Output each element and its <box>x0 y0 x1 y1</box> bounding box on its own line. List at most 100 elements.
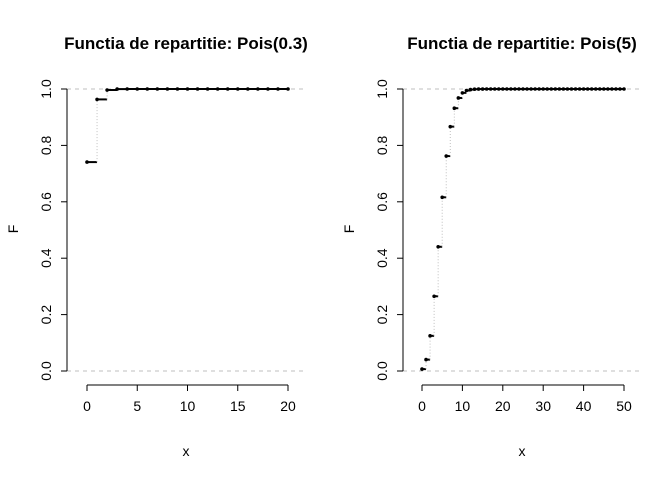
step-point <box>525 87 529 91</box>
chart-title: Functia de repartitie: Pois(5) <box>407 34 637 53</box>
step-point <box>553 87 558 91</box>
x-tick-label: 40 <box>576 398 592 414</box>
step-point <box>225 87 230 91</box>
step-point <box>488 87 493 91</box>
step-point <box>456 96 461 100</box>
step-point <box>505 87 509 91</box>
step-point <box>549 87 554 91</box>
y-axis-label: F <box>5 225 21 234</box>
step-point <box>420 367 424 371</box>
y-tick-label: 1.0 <box>38 79 54 99</box>
step-point <box>424 357 428 362</box>
cdf-panel-pois-0.3: Functia de repartitie: Pois(0.3) x F 0.0… <box>5 34 308 459</box>
x-tick-label: 20 <box>280 398 296 414</box>
step-point <box>610 87 614 91</box>
y-tick-label: 0.8 <box>38 135 54 155</box>
step-point <box>215 87 220 91</box>
step-point <box>509 87 513 91</box>
step-point <box>256 87 260 91</box>
plot-area: 0.0 0.2 0.4 0.6 0.8 1.0 0 10 20 30 40 50 <box>374 79 641 414</box>
y-tick-label: 0.0 <box>374 361 390 381</box>
step-point <box>185 87 190 91</box>
x-tick-label: 15 <box>230 398 246 414</box>
step-point <box>492 87 497 91</box>
step-point <box>577 87 582 91</box>
step-point <box>460 91 465 95</box>
step-point <box>436 244 440 249</box>
step-point <box>517 87 521 91</box>
step-point <box>618 87 622 91</box>
x-tick-label: 20 <box>495 398 511 414</box>
y-tick-label: 0.4 <box>374 248 390 268</box>
x-tick-label: 0 <box>418 398 426 414</box>
x-tick-label: 10 <box>180 398 196 414</box>
step-point <box>573 87 578 91</box>
y-tick-label: 0.6 <box>38 192 54 212</box>
step-point <box>537 87 541 91</box>
step-point <box>464 88 469 93</box>
y-tick-label: 0.6 <box>374 192 390 212</box>
step-point <box>496 87 501 91</box>
step-point <box>585 87 590 91</box>
chart-title: Functia de repartitie: Pois(0.3) <box>64 34 308 53</box>
step-point <box>472 87 477 91</box>
step-point <box>135 87 140 91</box>
step-point <box>155 87 160 91</box>
x-tick-label: 10 <box>455 398 471 414</box>
step-point <box>602 87 606 91</box>
step-point <box>597 87 602 91</box>
step-point <box>85 160 89 164</box>
step-point <box>501 87 505 91</box>
x-tick-label: 30 <box>535 398 551 414</box>
y-tick-label: 0.2 <box>38 305 54 325</box>
x-axis-label: x <box>183 443 190 459</box>
step-point <box>521 87 525 91</box>
step-point <box>545 87 550 91</box>
step-point <box>569 87 574 91</box>
step-point <box>195 87 200 91</box>
step-point <box>484 87 489 91</box>
step-point <box>541 87 545 91</box>
x-tick-label: 5 <box>133 398 141 414</box>
step-point <box>614 87 618 91</box>
step-point <box>105 88 109 92</box>
step-point <box>235 87 240 91</box>
y-tick-label: 0.4 <box>38 248 54 268</box>
step-point <box>444 154 449 158</box>
step-point <box>246 87 250 91</box>
step-point <box>533 87 537 91</box>
step-point <box>145 87 150 91</box>
step-point <box>452 106 457 111</box>
step-point <box>165 87 170 91</box>
step-point <box>581 87 586 91</box>
step-point <box>115 87 119 91</box>
x-axis-label: x <box>519 443 526 459</box>
step-point <box>266 87 270 91</box>
plot-area: 0.0 0.2 0.4 0.6 0.8 1.0 0 5 10 15 20 <box>38 79 305 414</box>
step-point <box>468 87 473 92</box>
step-point <box>529 87 533 91</box>
step-point <box>276 87 280 91</box>
step-point <box>606 87 610 91</box>
step-point <box>593 87 598 91</box>
step-point <box>589 87 594 91</box>
step-point <box>428 334 432 338</box>
step-point <box>622 87 626 91</box>
y-tick-label: 0.8 <box>374 135 390 155</box>
y-axis-label: F <box>341 225 357 234</box>
step-point <box>480 87 485 91</box>
step-point <box>432 294 436 299</box>
cdf-panel-pois-5: Functia de repartitie: Pois(5) x F 0.0 0.… <box>341 34 641 459</box>
step-point <box>565 87 570 91</box>
step-point <box>513 87 517 91</box>
step-point <box>175 87 180 91</box>
step-point <box>286 87 290 91</box>
step-point <box>448 124 453 129</box>
y-tick-label: 0.0 <box>38 361 54 381</box>
y-tick-label: 0.2 <box>374 305 390 325</box>
step-point <box>561 87 566 91</box>
y-tick-label: 1.0 <box>374 79 390 99</box>
step-point <box>440 195 445 200</box>
